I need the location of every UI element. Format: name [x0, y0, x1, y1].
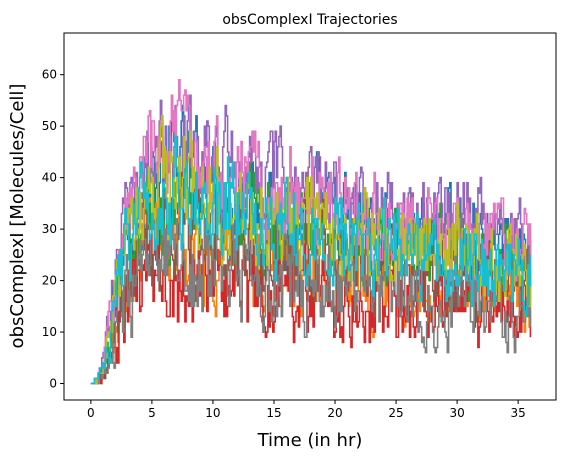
y-axis-label: obsComplexI [Molecules/Cell]	[7, 84, 28, 349]
x-axis-label: Time (in hr)	[257, 430, 363, 451]
y-tick-label: 20	[42, 274, 57, 288]
chart-title: obsComplexI Trajectories	[222, 12, 397, 28]
y-tick-label: 60	[42, 68, 57, 82]
y-tick-label: 40	[42, 171, 57, 185]
y-tick-label: 0	[49, 377, 57, 391]
x-axis: 0 5 10 15 20 25 30 35	[87, 400, 526, 420]
x-tick-label: 20	[327, 406, 342, 420]
x-tick-label: 25	[388, 406, 403, 420]
y-tick-label: 30	[42, 222, 57, 236]
trajectory-line	[90, 135, 532, 385]
plot-frame	[63, 32, 557, 401]
y-axis: 0 10 20 30 40 50 60	[42, 68, 64, 391]
x-tick-label: 10	[205, 406, 220, 420]
x-tick-label: 15	[266, 406, 281, 420]
x-tick-label: 35	[511, 406, 526, 420]
y-tick-label: 50	[42, 119, 57, 133]
y-tick-label: 10	[42, 325, 57, 339]
x-tick-label: 30	[449, 406, 464, 420]
trajectory-data-layer	[90, 79, 532, 385]
x-tick-label: 0	[87, 406, 95, 420]
x-tick-label: 5	[148, 406, 156, 420]
trajectory-line	[90, 115, 532, 385]
